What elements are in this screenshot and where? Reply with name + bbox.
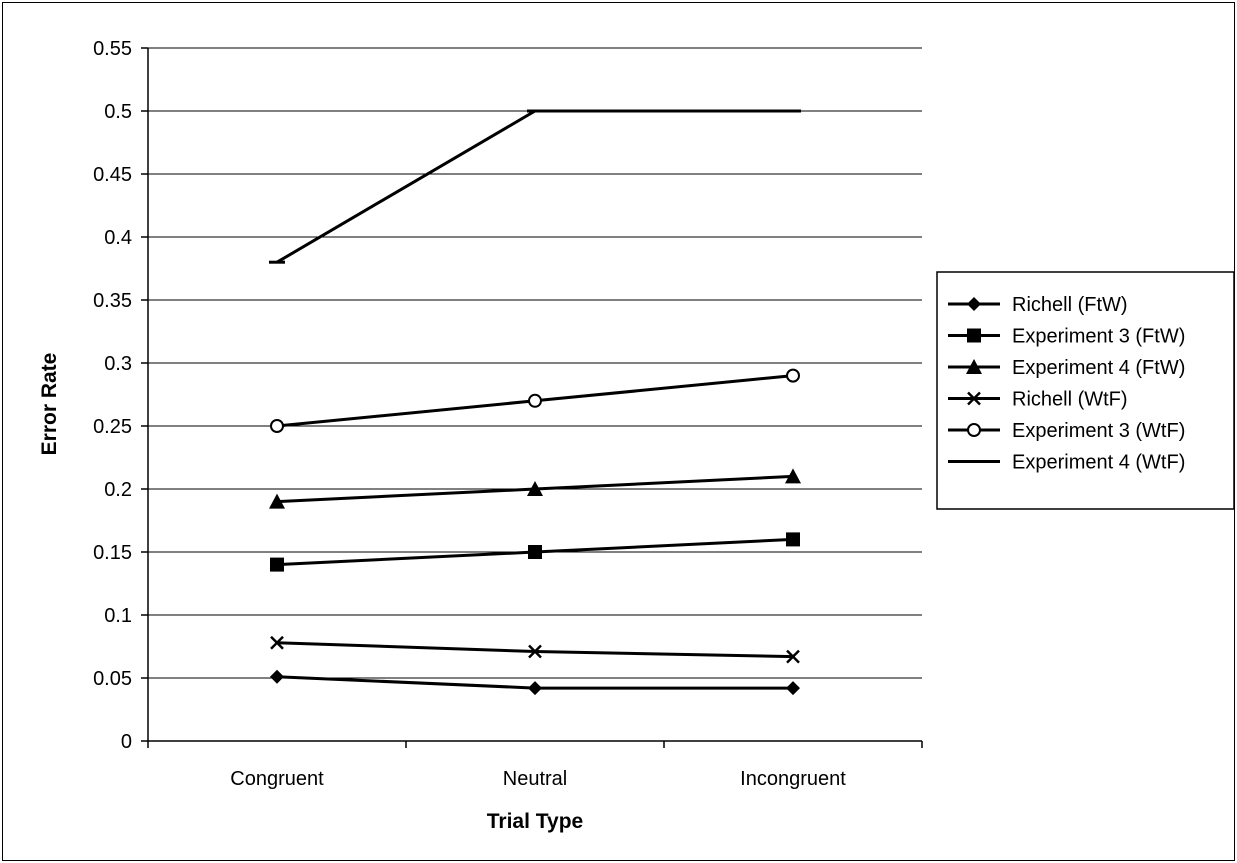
legend-label: Experiment 4 (WtF) — [1012, 452, 1185, 474]
data-point — [786, 681, 800, 695]
y-tick-label: 0.45 — [93, 164, 132, 186]
data-point — [529, 395, 541, 407]
data-point — [528, 681, 542, 695]
data-point — [270, 558, 284, 572]
y-tick-label: 0.4 — [104, 227, 132, 249]
legend-label: Richell (WtF) — [1012, 389, 1128, 411]
y-tick-label: 0.2 — [104, 479, 132, 501]
y-tick-label: 0.35 — [93, 290, 132, 312]
y-tick-label: 0 — [121, 731, 132, 753]
data-point — [787, 370, 799, 382]
x-tick-label: Neutral — [503, 768, 567, 790]
series-lines — [269, 111, 801, 695]
data-point — [786, 532, 800, 546]
legend: Richell (FtW) Experiment 3 (FtW) Experimen… — [937, 272, 1234, 509]
y-tick-label: 0.3 — [104, 353, 132, 375]
x-tick-labels: Congruent Neutral Incongruent — [230, 768, 846, 790]
x-tick-label: Congruent — [230, 768, 324, 790]
data-point — [270, 670, 284, 684]
legend-marker — [968, 424, 980, 436]
legend-label: Experiment 3 (FtW) — [1012, 326, 1185, 348]
y-tick-label: 0.5 — [104, 101, 132, 123]
y-tick-label: 0.15 — [93, 542, 132, 564]
gridlines — [148, 48, 922, 678]
series-4 — [271, 637, 799, 663]
y-tick-label: 0.55 — [93, 38, 132, 60]
x-axis-title: Trial Type — [487, 810, 583, 833]
x-tick-label: Incongruent — [740, 768, 846, 790]
y-tick-labels: 0 0.05 0.1 0.15 0.2 0.25 0.3 0.35 0.4 0.45 0.5 0.55 — [93, 38, 132, 753]
series-6 — [269, 111, 801, 262]
legend-label: Experiment 3 (WtF) — [1012, 420, 1185, 442]
data-point — [528, 545, 542, 559]
y-tick-label: 0.1 — [104, 605, 132, 627]
series-line — [277, 111, 793, 262]
legend-label: Richell (FtW) — [1012, 294, 1128, 316]
y-axis-title: Error Rate — [38, 353, 61, 456]
series-5 — [271, 370, 799, 432]
y-tick-label: 0.25 — [93, 416, 132, 438]
data-point — [271, 420, 283, 432]
series-1 — [270, 670, 800, 695]
legend-label: Experiment 4 (FtW) — [1012, 357, 1185, 379]
series-line — [277, 643, 793, 657]
y-tick-label: 0.05 — [93, 668, 132, 690]
legend-marker — [967, 329, 981, 343]
